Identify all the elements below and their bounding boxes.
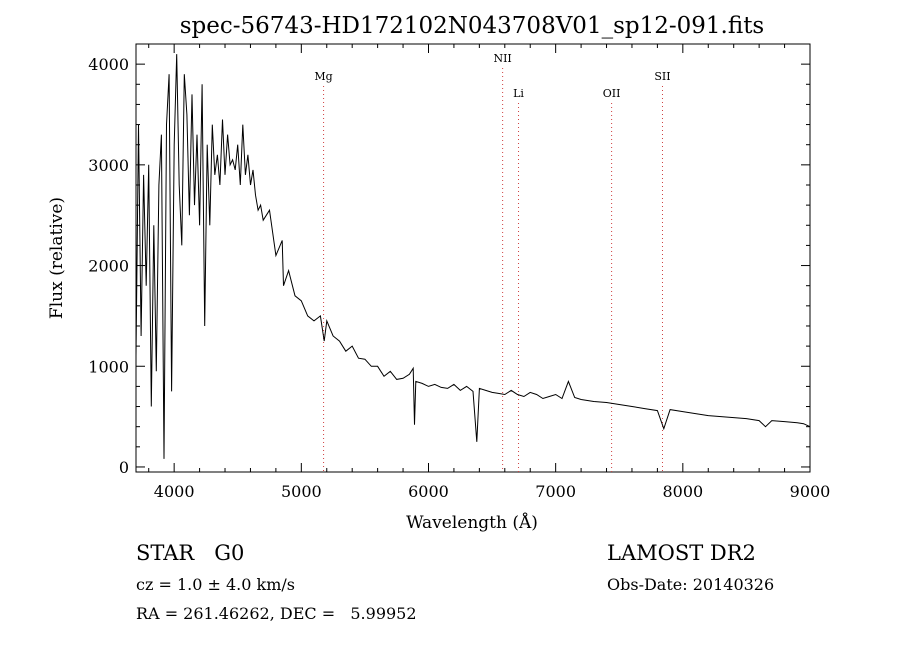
x-tick-label: 5000 — [281, 482, 322, 501]
plot-frame — [135, 43, 811, 473]
marker-label-mg: Mg — [314, 70, 332, 83]
class-label: STAR — [136, 541, 195, 565]
marker-label-sii: SII — [654, 70, 670, 83]
y-tick-label: 3000 — [88, 156, 129, 175]
redshift-label: cz = 1.0 ± 4.0 km/s — [136, 575, 295, 594]
x-tick-label: 7000 — [535, 482, 576, 501]
y-axis-label: Flux (relative) — [47, 197, 67, 319]
spectrum-line — [135, 54, 811, 459]
marker-label-oii: OII — [603, 87, 621, 100]
axis-ticks — [136, 43, 811, 472]
axis-tick-labels: 4000 5000 6000 7000 8000 9000 0 1000 2000 3000 400… — [88, 55, 830, 501]
obs-date-label: Obs-Date: 20140326 — [607, 575, 775, 594]
marker-label-nii: NII — [493, 52, 511, 65]
x-tick-label: 8000 — [662, 482, 703, 501]
chart-title: spec-56743-HD172102N043708V01_sp12-091.f… — [180, 13, 765, 39]
y-tick-label: 0 — [119, 458, 129, 477]
x-tick-label: 4000 — [154, 482, 195, 501]
survey-label: LAMOST DR2 — [607, 541, 756, 565]
x-tick-label: 9000 — [790, 482, 831, 501]
line-markers: Mg NII Li OII SII — [314, 52, 671, 472]
x-tick-label: 6000 — [408, 482, 449, 501]
subclass-label: G0 — [214, 541, 245, 565]
x-axis-label: Wavelength (Å) — [406, 512, 538, 533]
y-tick-label: 2000 — [88, 257, 129, 276]
coordinates-label: RA = 261.46262, DEC = 5.99952 — [136, 604, 417, 623]
y-tick-label: 4000 — [88, 55, 129, 74]
marker-label-li: Li — [513, 87, 524, 100]
object-class: STAR G0 — [136, 541, 244, 565]
y-tick-label: 1000 — [88, 357, 129, 376]
